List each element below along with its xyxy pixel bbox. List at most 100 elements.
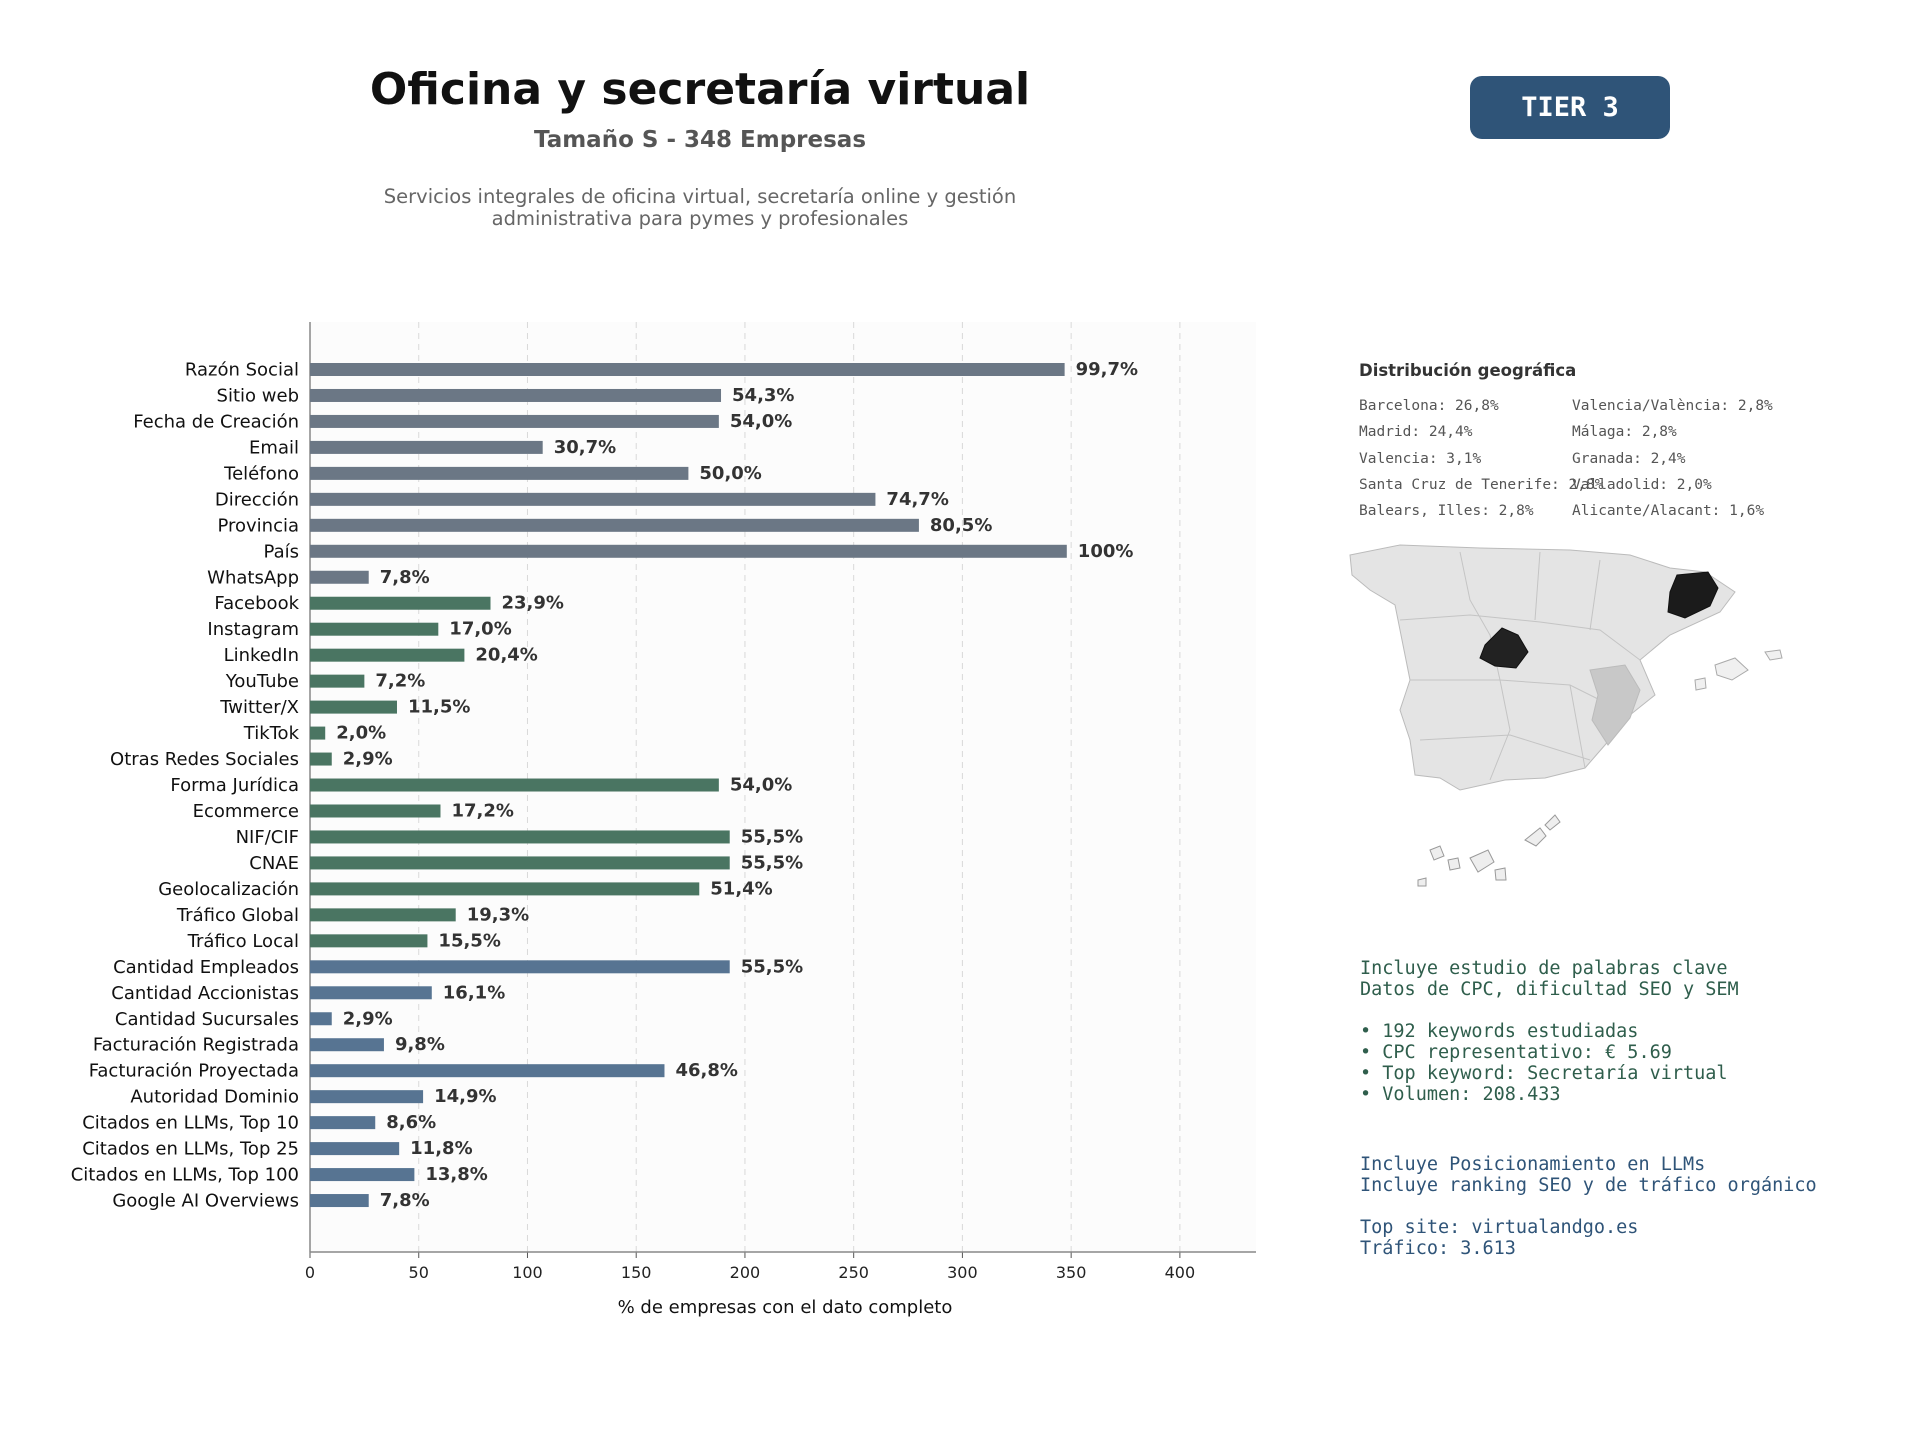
bar	[310, 648, 465, 662]
y-tick-label: Tráfico Local	[187, 931, 299, 952]
seo-bullet-keywords: • 192 keywords estudiadas	[1360, 1021, 1639, 1042]
y-tick-label: Autoridad Dominio	[130, 1087, 299, 1108]
map-canarias	[1417, 814, 1561, 887]
y-tick-label: Fecha de Creación	[133, 411, 299, 432]
y-tick-label: Cantidad Accionistas	[111, 983, 299, 1004]
x-axis-label: % de empresas con el dato completo	[618, 1297, 953, 1318]
x-tick-label: 250	[838, 1263, 869, 1282]
bar	[310, 908, 456, 922]
data-label: 23,9%	[502, 593, 564, 614]
x-tick-label: 50	[409, 1263, 429, 1282]
map-madrid	[1479, 627, 1529, 669]
bar	[310, 1012, 332, 1026]
y-tick-label: Facturación Proyectada	[89, 1061, 299, 1082]
data-label: 20,4%	[475, 645, 537, 666]
llm-traffic: Tráfico: 3.613	[1360, 1238, 1516, 1259]
y-tick-label: Razón Social	[185, 360, 299, 381]
data-label: 9,8%	[395, 1034, 445, 1055]
data-label: 19,3%	[467, 904, 529, 925]
seo-bullet-top-keyword: • Top keyword: Secretaría virtual	[1360, 1063, 1728, 1084]
data-label: 8,6%	[386, 1112, 436, 1133]
y-tick-label: Tráfico Global	[176, 905, 299, 926]
map-balearics	[1694, 649, 1783, 691]
bar	[310, 544, 1067, 558]
geo-item: Valencia/València: 2,8%	[1572, 398, 1773, 414]
bar	[310, 1116, 376, 1130]
geo-item: Balears, Illes: 2,8%	[1359, 503, 1534, 519]
geo-item: Valencia: 3,1%	[1359, 451, 1482, 467]
data-label: 11,5%	[408, 697, 470, 718]
x-tick-label: 300	[947, 1263, 978, 1282]
bar	[310, 596, 491, 610]
bar	[310, 778, 719, 792]
bar	[310, 830, 730, 844]
bar	[310, 934, 428, 948]
y-tick-label: Citados en LLMs, Top 10	[82, 1113, 299, 1134]
seo-line-1: Incluye estudio de palabras clave	[1360, 958, 1728, 979]
x-tick-label: 350	[1056, 1263, 1087, 1282]
y-tick-label: Forma Jurídica	[170, 775, 299, 796]
bar	[310, 1194, 369, 1208]
data-label: 14,9%	[434, 1086, 496, 1107]
bar	[310, 1142, 400, 1156]
y-tick-label: Provincia	[217, 515, 299, 536]
bar	[310, 388, 722, 402]
y-tick-label: CNAE	[249, 853, 299, 874]
y-tick-label: Cantidad Empleados	[113, 957, 299, 978]
y-tick-label: Sitio web	[217, 385, 299, 406]
data-label: 2,9%	[343, 1008, 393, 1029]
y-tick-label: Facebook	[214, 593, 299, 614]
data-label: 15,5%	[438, 930, 500, 951]
y-tick-label: Twitter/X	[219, 697, 299, 718]
y-tick-label: Dirección	[215, 489, 299, 510]
y-tick-label: LinkedIn	[224, 645, 299, 666]
geo-item: Valladolid: 2,0%	[1572, 477, 1712, 493]
geo-item: Granada: 2,4%	[1572, 451, 1686, 467]
x-tick-label: 400	[1165, 1263, 1196, 1282]
y-tick-label: Citados en LLMs, Top 100	[71, 1165, 299, 1186]
bar	[310, 570, 369, 584]
data-label: 80,5%	[930, 515, 992, 536]
data-label: 17,0%	[449, 619, 511, 640]
bar	[310, 1090, 424, 1104]
x-tick-label: 150	[621, 1263, 652, 1282]
y-tick-label: NIF/CIF	[236, 827, 299, 848]
geo-item: Madrid: 24,4%	[1359, 424, 1473, 440]
page-subtitle: Tamaño S - 348 Empresas	[533, 127, 867, 153]
data-label: 55,5%	[741, 826, 803, 847]
y-tick-label: Geolocalización	[158, 879, 299, 900]
y-tick-label: Ecommerce	[193, 801, 299, 822]
data-label: 100%	[1078, 541, 1134, 562]
map-barcelona	[1667, 571, 1719, 619]
map-valencia	[1589, 664, 1641, 746]
data-label: 46,8%	[675, 1060, 737, 1081]
x-tick-label: 100	[512, 1263, 543, 1282]
bar	[310, 960, 730, 974]
bar	[310, 363, 1065, 376]
geo-item: Barcelona: 26,8%	[1359, 398, 1499, 414]
bar	[310, 986, 432, 1000]
data-label: 51,4%	[710, 878, 772, 899]
y-tick-label: Email	[249, 437, 299, 458]
y-tick-label: Instagram	[207, 619, 299, 640]
data-label: 54,0%	[730, 775, 792, 796]
page-description: Servicios integrales de oficina virtual,…	[340, 186, 1060, 230]
x-tick-label: 200	[730, 1263, 761, 1282]
bar	[310, 518, 919, 532]
data-label: 55,5%	[741, 956, 803, 977]
bar	[310, 492, 876, 506]
bar	[310, 414, 719, 428]
data-label: 2,9%	[343, 749, 393, 770]
data-label: 99,7%	[1076, 359, 1138, 380]
data-label: 74,7%	[886, 489, 948, 510]
bar	[310, 674, 365, 688]
seo-bullet-cpc: • CPC representativo: € 5.69	[1360, 1042, 1672, 1063]
data-label: 50,0%	[699, 463, 761, 484]
description-line-1: Servicios integrales de oficina virtual,…	[383, 185, 1017, 208]
bar	[310, 440, 543, 454]
seo-line-2: Datos de CPC, dificultad SEO y SEM	[1360, 979, 1739, 1000]
bar	[310, 700, 397, 714]
llm-top-site: Top site: virtualandgo.es	[1360, 1217, 1639, 1238]
seo-bullet-volume: • Volumen: 208.433	[1360, 1084, 1561, 1105]
y-tick-label: Facturación Registrada	[93, 1035, 299, 1056]
